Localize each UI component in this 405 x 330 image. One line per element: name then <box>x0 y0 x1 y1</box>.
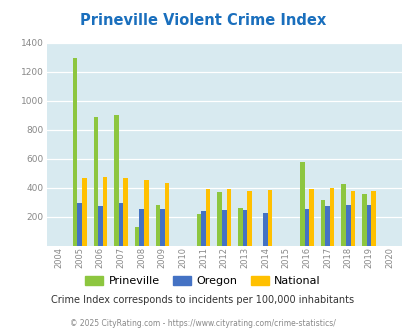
Bar <box>324 206 329 246</box>
Bar <box>238 208 242 246</box>
Bar <box>93 117 98 246</box>
Text: © 2025 CityRating.com - https://www.cityrating.com/crime-statistics/: © 2025 CityRating.com - https://www.city… <box>70 319 335 328</box>
Text: Crime Index corresponds to incidents per 100,000 inhabitants: Crime Index corresponds to incidents per… <box>51 295 354 305</box>
Bar <box>205 189 210 246</box>
Bar <box>134 227 139 246</box>
Bar <box>309 188 313 246</box>
Bar <box>201 211 205 246</box>
Bar <box>329 188 334 246</box>
Bar <box>98 206 102 246</box>
Bar <box>370 191 375 246</box>
Bar <box>320 200 324 246</box>
Bar <box>114 115 119 246</box>
Bar <box>263 213 267 246</box>
Bar <box>102 177 107 246</box>
Bar <box>123 178 128 246</box>
Bar <box>247 191 251 246</box>
Bar <box>350 191 354 246</box>
Bar <box>196 214 201 246</box>
Bar <box>119 203 123 246</box>
Bar <box>160 209 164 246</box>
Bar <box>155 205 160 246</box>
Bar <box>366 205 370 246</box>
Bar <box>226 189 230 246</box>
Legend: Prineville, Oregon, National: Prineville, Oregon, National <box>81 271 324 290</box>
Bar <box>222 210 226 246</box>
Text: Prineville Violent Crime Index: Prineville Violent Crime Index <box>80 13 325 28</box>
Bar <box>73 58 77 246</box>
Bar <box>82 178 86 246</box>
Bar <box>242 210 247 246</box>
Bar <box>345 205 350 246</box>
Bar <box>144 180 148 246</box>
Bar <box>299 162 304 246</box>
Bar <box>361 194 366 246</box>
Bar <box>267 190 272 246</box>
Bar <box>304 209 309 246</box>
Bar <box>164 183 169 246</box>
Bar <box>77 203 82 246</box>
Bar <box>341 184 345 246</box>
Bar <box>217 192 222 246</box>
Bar <box>139 209 144 246</box>
